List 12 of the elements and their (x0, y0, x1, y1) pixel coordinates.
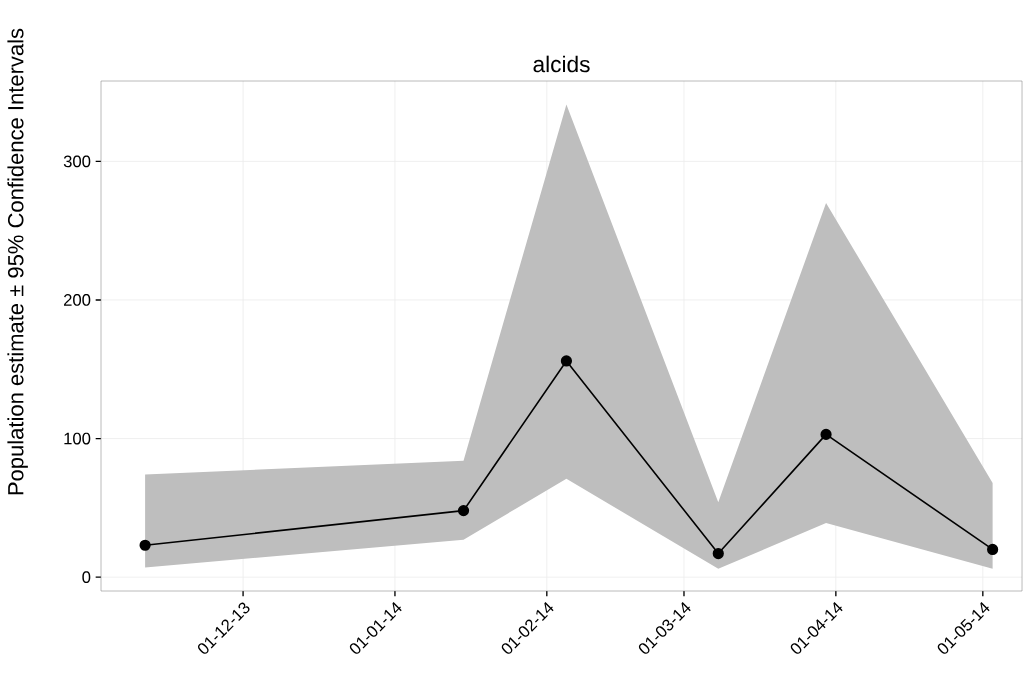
point (820, 428, 832, 440)
y-tick-label: 0 (82, 571, 91, 584)
point (712, 547, 724, 560)
y-tick-label: 300 (63, 155, 91, 168)
y-tick-label: 100 (64, 432, 91, 445)
chart-title: alcids (533, 55, 590, 73)
point (560, 355, 573, 367)
y-tick-label: 200 (63, 294, 91, 306)
point (139, 539, 151, 551)
point (457, 505, 470, 517)
y-axis-title: Population estimate ± 95% Confidence Intervals (7, 28, 28, 495)
point (987, 543, 999, 556)
